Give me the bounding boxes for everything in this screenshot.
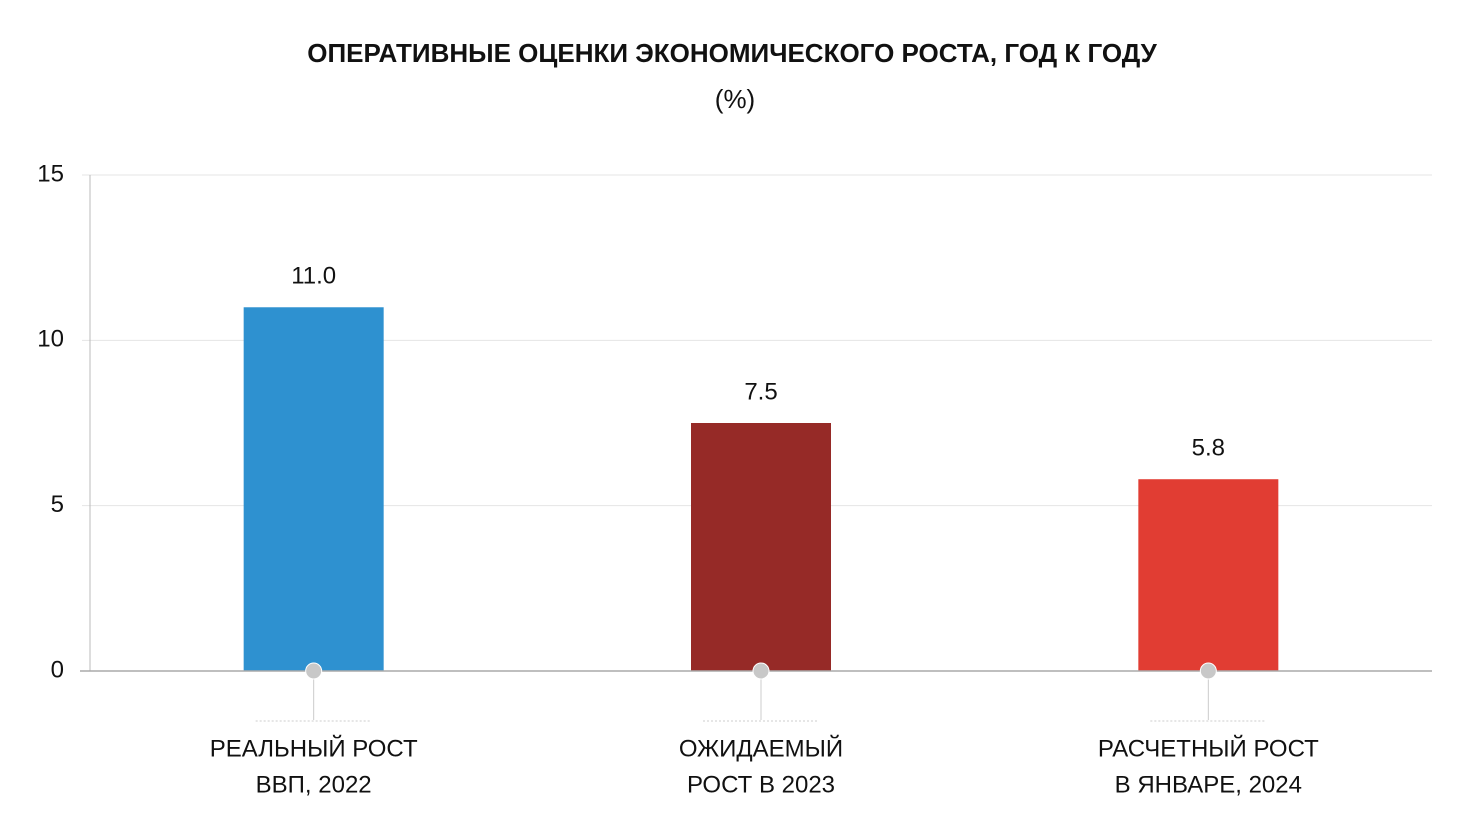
label-dot	[752, 662, 770, 680]
y-tick-label: 5	[51, 491, 64, 518]
chart-title: ОПЕРАТИВНЫЕ ОЦЕНКИ ЭКОНОМИЧЕСКОГО РОСТА,…	[307, 38, 1157, 68]
x-tick-label: РАСЧЕТНЫЙ РОСТ	[1098, 734, 1319, 762]
value-label: 7.5	[744, 378, 777, 405]
bar	[243, 307, 384, 671]
label-dot	[305, 662, 323, 680]
bar	[691, 423, 831, 671]
x-tick-label: ОЖИДАЕМЫЙ	[679, 734, 843, 762]
bar	[1138, 479, 1279, 671]
y-tick-label: 15	[37, 160, 64, 187]
value-label: 11.0	[291, 263, 336, 290]
value-label: 5.8	[1192, 435, 1225, 462]
x-tick-label: В ЯНВАРЕ, 2024	[1115, 771, 1302, 798]
y-tick-label: 10	[37, 326, 64, 353]
y-tick-label: 0	[51, 656, 64, 683]
chart-subtitle: (%)	[715, 84, 755, 114]
x-tick-label: РОСТ В 2023	[687, 771, 835, 798]
x-tick-label: РЕАЛЬНЫЙ РОСТ	[210, 734, 418, 762]
label-dot	[1199, 662, 1217, 680]
x-tick-label: ВВП, 2022	[256, 771, 372, 798]
